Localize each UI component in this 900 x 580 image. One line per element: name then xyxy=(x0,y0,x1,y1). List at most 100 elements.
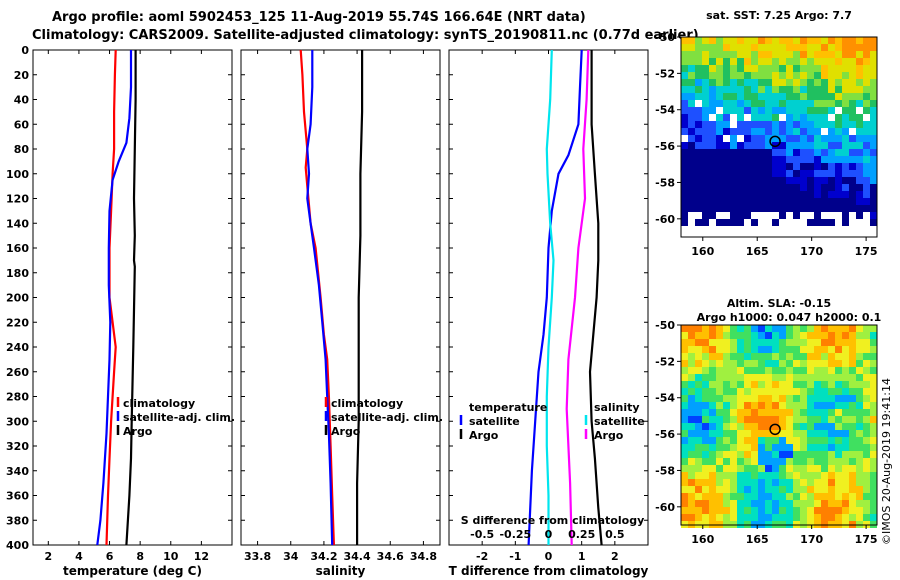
map-cell xyxy=(786,226,793,233)
map-cell xyxy=(772,86,779,93)
map-cell xyxy=(709,493,716,500)
map-cell xyxy=(695,114,702,121)
map-cell xyxy=(856,79,863,86)
panel-difference xyxy=(448,49,649,546)
map-cell xyxy=(723,430,730,437)
map-cell xyxy=(807,486,814,493)
map-cell xyxy=(709,86,716,93)
map-cell xyxy=(779,142,786,149)
map-cell xyxy=(807,93,814,100)
map-cell xyxy=(821,107,828,114)
map-cell xyxy=(828,72,835,79)
map-cell xyxy=(821,212,828,219)
map-cell xyxy=(772,409,779,416)
map-cell xyxy=(807,332,814,339)
map-cell xyxy=(828,360,835,367)
map-cell xyxy=(751,395,758,402)
map-cell xyxy=(730,437,737,444)
map-cell xyxy=(758,486,765,493)
map-cell xyxy=(800,486,807,493)
map-cell xyxy=(814,325,821,332)
map-cell xyxy=(681,395,688,402)
map-cell xyxy=(730,409,737,416)
map-cell xyxy=(688,58,695,65)
map-cell xyxy=(842,135,849,142)
map-cell xyxy=(807,430,814,437)
map-cell xyxy=(814,121,821,128)
map-cell xyxy=(779,72,786,79)
map-cell xyxy=(828,93,835,100)
map-cell xyxy=(744,395,751,402)
map-cell xyxy=(737,346,744,353)
map-cell xyxy=(772,402,779,409)
map-cell xyxy=(821,353,828,360)
map-cell xyxy=(765,44,772,51)
map-cell xyxy=(821,177,828,184)
map-cell xyxy=(849,219,856,226)
map-cell xyxy=(716,107,723,114)
map-cell xyxy=(856,409,863,416)
map-cell xyxy=(772,170,779,177)
map-cell xyxy=(828,423,835,430)
map-cell xyxy=(849,402,856,409)
map-cell xyxy=(863,500,870,507)
map-cell xyxy=(779,163,786,170)
map-cell xyxy=(709,219,716,226)
map-cell xyxy=(772,493,779,500)
map-cell xyxy=(779,493,786,500)
map-cell xyxy=(793,325,800,332)
map-cell xyxy=(737,184,744,191)
map-cell xyxy=(870,430,877,437)
map-cell xyxy=(870,100,877,107)
map-cell xyxy=(807,44,814,51)
map-cell xyxy=(702,184,709,191)
map-cell xyxy=(856,44,863,51)
map-cell xyxy=(751,367,758,374)
map-cell xyxy=(807,339,814,346)
map-cell xyxy=(835,44,842,51)
map-cell xyxy=(772,149,779,156)
map-cell xyxy=(856,205,863,212)
map-cell xyxy=(779,205,786,212)
map-cell xyxy=(772,198,779,205)
map-cell xyxy=(814,72,821,79)
map-cell xyxy=(800,135,807,142)
map-cell xyxy=(842,44,849,51)
map-cell xyxy=(835,395,842,402)
map-cell xyxy=(709,198,716,205)
map-cell xyxy=(807,451,814,458)
map-cell xyxy=(737,114,744,121)
map-cell xyxy=(828,381,835,388)
map-cell xyxy=(842,437,849,444)
map-cell xyxy=(772,360,779,367)
map-cell xyxy=(849,500,856,507)
map-cell xyxy=(870,107,877,114)
map-cell xyxy=(849,430,856,437)
map-cell xyxy=(828,100,835,107)
map-cell xyxy=(828,51,835,58)
map-cell xyxy=(821,409,828,416)
map-cell xyxy=(786,430,793,437)
map-cell xyxy=(849,86,856,93)
map-cell xyxy=(723,149,730,156)
map-cell xyxy=(758,128,765,135)
map-cell xyxy=(863,226,870,233)
map-cell xyxy=(814,346,821,353)
y-tick-label: 400 xyxy=(6,539,29,552)
map-cell xyxy=(835,205,842,212)
map-cell xyxy=(772,486,779,493)
map-cell xyxy=(842,409,849,416)
x-tick-label: 12 xyxy=(194,550,209,563)
map-cell xyxy=(786,44,793,51)
map-cell xyxy=(856,100,863,107)
map-cell xyxy=(702,219,709,226)
map-cell xyxy=(737,416,744,423)
map-cell xyxy=(772,374,779,381)
x-axis-label: salinity xyxy=(316,564,366,578)
map-cell xyxy=(772,395,779,402)
map-cell xyxy=(863,100,870,107)
map-cell xyxy=(786,458,793,465)
map-cell xyxy=(828,142,835,149)
map-cell xyxy=(681,65,688,72)
map-cell xyxy=(786,219,793,226)
